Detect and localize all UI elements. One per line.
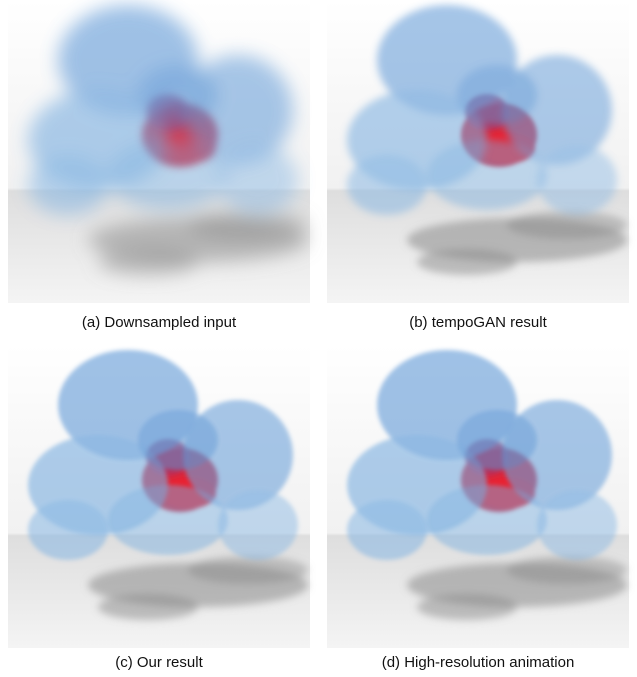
caption: (d) High-resolution animation bbox=[382, 654, 575, 671]
caption: (b) tempoGAN result bbox=[409, 314, 547, 331]
caption: (a) Downsampled input bbox=[82, 314, 237, 331]
panel-image bbox=[8, 345, 310, 648]
panel-image bbox=[327, 0, 629, 303]
panel-image bbox=[8, 0, 310, 303]
caption: (c) Our result bbox=[115, 654, 203, 671]
panel-image bbox=[327, 345, 629, 648]
